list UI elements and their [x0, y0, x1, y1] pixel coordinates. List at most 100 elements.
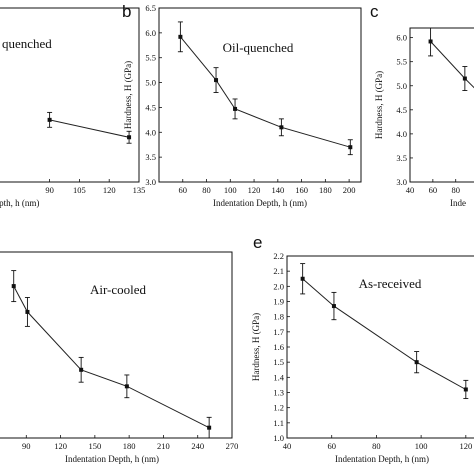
x-tick-label: 180: [123, 441, 136, 451]
series-line: [430, 41, 474, 89]
x-tick-label: 60: [179, 185, 188, 195]
y-tick-label: 1.5: [273, 357, 284, 367]
y-tick-label: 1.7: [273, 327, 284, 337]
y-tick-label: 1.0: [273, 433, 284, 443]
data-point: [462, 76, 467, 81]
data-point: [428, 39, 433, 44]
data-point: [214, 78, 219, 83]
x-axis-title: Indentation Depth, h (nm): [65, 454, 159, 464]
x-tick-label: 80: [451, 185, 460, 195]
x-tick-label: 60: [327, 441, 336, 451]
y-tick-label: 1.3: [273, 388, 284, 398]
series-label: As-received: [359, 276, 422, 291]
y-tick-label: 3.0: [396, 177, 407, 187]
plot-frame: [409, 27, 474, 183]
x-tick-label: 120: [54, 441, 67, 451]
y-axis-title: Hardness, H (GPa): [251, 313, 261, 381]
series-line: [13, 285, 210, 429]
x-tick-label: 40: [406, 185, 415, 195]
x-tick-label: 210: [157, 441, 170, 451]
data-point: [279, 125, 284, 130]
panel-letter: c: [370, 2, 379, 21]
y-tick-label: 6.0: [145, 28, 156, 38]
x-tick-label: 180: [319, 185, 332, 195]
x-tick-label: 150: [88, 441, 101, 451]
y-tick-label: 6.5: [145, 3, 156, 13]
x-tick-label: 80: [202, 185, 211, 195]
panel-d: 6090120150180210240270Indentation Depth,…: [0, 251, 239, 464]
x-tick-label: 200: [343, 185, 356, 195]
panel-letter: e: [253, 233, 262, 252]
x-tick-label: 135: [133, 185, 146, 195]
y-tick-label: 2.0: [273, 281, 284, 291]
series-group: [11, 270, 212, 438]
series-line: [302, 278, 467, 390]
x-tick-label: 80: [372, 441, 381, 451]
x-tick-label: 100: [224, 185, 237, 195]
data-point: [233, 106, 238, 111]
plot-frame: [0, 7, 140, 183]
x-tick-label: 240: [191, 441, 204, 451]
y-tick-label: 3.0: [145, 177, 156, 187]
data-point: [178, 34, 183, 39]
data-point: [331, 304, 336, 309]
panel-c: 40 60 80 3.0 3.5 4.0 4.5 5.0 5.5 6.0 Inde Hardness,…: [370, 2, 474, 208]
panel-letter: b: [122, 2, 131, 21]
y-tick-label: 2.2: [273, 251, 284, 261]
data-point: [463, 387, 468, 392]
y-tick-label: 5.0: [145, 78, 156, 88]
data-point: [127, 135, 132, 140]
y-tick-label: 1.9: [273, 297, 284, 307]
series-group: [177, 21, 353, 156]
x-tick-label: 90: [22, 441, 31, 451]
y-tick-label: 1.6: [273, 342, 284, 352]
x-tick-label: 105: [73, 185, 86, 195]
x-tick-label: 160: [295, 185, 308, 195]
data-point: [25, 309, 30, 314]
series-group: [47, 111, 132, 144]
x-axis-title: Indentation Depth, h (nm): [213, 198, 307, 208]
y-tick-label: 5.0: [396, 81, 407, 91]
x-tick-label: 120: [459, 441, 472, 451]
y-tick-label: 3.5: [396, 153, 407, 163]
x-tick-label: 100: [415, 441, 428, 451]
y-tick-label: 2.1: [273, 266, 284, 276]
y-tick-label: 1.8: [273, 312, 284, 322]
data-point: [300, 276, 305, 281]
y-tick-label: 4.0: [145, 127, 156, 137]
x-tick-label: 120: [103, 185, 116, 195]
x-axis-title: Indentation Depth, h (nm): [335, 454, 429, 464]
y-axis-title: Hardness, H (GPa): [374, 71, 384, 139]
x-axis-title: Inde: [450, 198, 466, 208]
y-tick-label: 4.5: [145, 102, 156, 112]
y-tick-label: 5.5: [145, 53, 156, 63]
x-tick-label: 140: [271, 185, 284, 195]
panel-e: 40 60 80 100 120 1.0 1.1 1.2 1.3 1.4 1.5 1.6 1.7 1.8 1…: [251, 233, 474, 464]
y-tick-label: 1.4: [273, 372, 284, 382]
data-point: [414, 360, 419, 365]
y-tick-label: 4.5: [396, 105, 407, 115]
y-tick-label: 3.5: [145, 152, 156, 162]
series-label: quenched: [2, 36, 52, 51]
x-tick-label: 270: [226, 441, 239, 451]
data-point: [79, 367, 84, 372]
plot-frame: [158, 7, 362, 183]
y-tick-label: 5.5: [396, 57, 407, 67]
y-tick-label: 1.2: [273, 403, 284, 413]
panel-b: 60 80 100 120 140 160 180 200 3.0 3.5 4.0 4.5 5.0 5.5…: [122, 2, 362, 208]
x-tick-label: 60: [429, 185, 438, 195]
data-point: [124, 384, 129, 389]
y-tick-label: 4.0: [396, 129, 407, 139]
x-tick-label: 90: [45, 185, 54, 195]
y-axis-title: Hardness, H (GPa): [123, 61, 133, 129]
data-point: [207, 425, 212, 430]
x-axis-title: Depth, h (nm): [0, 198, 39, 208]
y-tick-label: 1.1: [273, 418, 284, 428]
x-tick-label: 40: [283, 441, 292, 451]
series-group: [428, 28, 474, 92]
panel-a: 90 105 120 135 Depth, h (nm) quenched: [0, 7, 146, 208]
plot-frame: [0, 251, 233, 439]
series-line: [49, 119, 130, 138]
data-point: [47, 117, 52, 122]
